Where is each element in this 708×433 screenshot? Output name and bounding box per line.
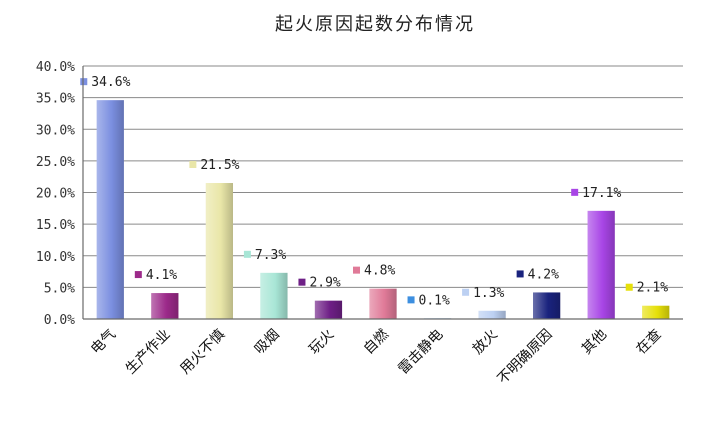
data-label: 0.1% — [419, 293, 450, 308]
y-tick-label: 35.0% — [36, 92, 75, 107]
data-label-marker — [462, 288, 470, 296]
data-label: 7.3% — [255, 248, 286, 263]
y-tick-label: 10.0% — [36, 250, 75, 265]
category-label: 生产作业 — [123, 327, 174, 378]
y-tick-label: 30.0% — [36, 123, 75, 138]
data-label: 4.1% — [146, 268, 177, 283]
y-tick-label: 5.0% — [44, 281, 75, 296]
category-label: 雷击静电 — [395, 327, 446, 378]
data-label: 2.9% — [309, 276, 340, 291]
category-label: 吸烟 — [252, 327, 283, 358]
data-label-marker — [298, 278, 306, 286]
gridlines — [83, 65, 683, 320]
data-label: 1.3% — [473, 286, 504, 301]
data-label: 4.8% — [364, 264, 395, 279]
category-label: 放火 — [470, 327, 501, 358]
y-tick-label: 15.0% — [36, 218, 75, 233]
bar — [478, 310, 506, 319]
data-label: 34.6% — [91, 75, 130, 90]
category-label: 在查 — [633, 327, 664, 358]
bar — [642, 305, 670, 319]
data-label: 2.1% — [637, 281, 668, 296]
data-label-marker — [80, 78, 88, 86]
data-label-marker — [516, 270, 524, 278]
y-tick-label: 0.0% — [44, 313, 75, 328]
data-label-marker — [134, 271, 142, 279]
category-label: 电气 — [88, 327, 119, 358]
category-label: 玩火 — [306, 327, 337, 358]
chart-title: 起火原因起数分布情况 — [275, 14, 475, 35]
y-tick-label: 25.0% — [36, 155, 75, 170]
data-label-marker — [571, 188, 579, 196]
data-label-marker — [353, 266, 360, 274]
data-label-marker — [189, 161, 197, 169]
axes — [82, 66, 683, 320]
bar — [260, 272, 288, 319]
bar — [587, 210, 615, 319]
bar — [314, 300, 343, 319]
data-label-marker — [407, 296, 415, 304]
data-label-marker — [243, 250, 251, 258]
bar — [151, 293, 179, 319]
data-label: 17.1% — [582, 186, 621, 201]
data-labels: 34.6% 4.1% 21.5% 7.3% 2.9% 4.8% 0.1% 1.3% 4.2% 17… — [80, 75, 668, 308]
bar — [369, 288, 397, 319]
category-label: 其他 — [579, 327, 610, 358]
data-label: 4.2% — [528, 267, 559, 282]
bars — [96, 100, 670, 319]
bar — [533, 292, 561, 319]
y-tick-label: 40.0% — [36, 60, 75, 75]
bar — [205, 183, 233, 319]
y-tick-label: 20.0% — [36, 187, 75, 202]
bar — [96, 100, 124, 319]
category-label: 用火不慎 — [177, 327, 228, 378]
category-label: 自燃 — [360, 326, 392, 358]
data-label-marker — [625, 283, 633, 291]
category-label: 不明确原因 — [495, 327, 556, 388]
y-axis-ticks: 0.0% 5.0% 10.0% 15.0% 20.0% 25.0% 30.0% 35.0% 40… — [36, 60, 75, 328]
data-label: 21.5% — [200, 158, 239, 173]
